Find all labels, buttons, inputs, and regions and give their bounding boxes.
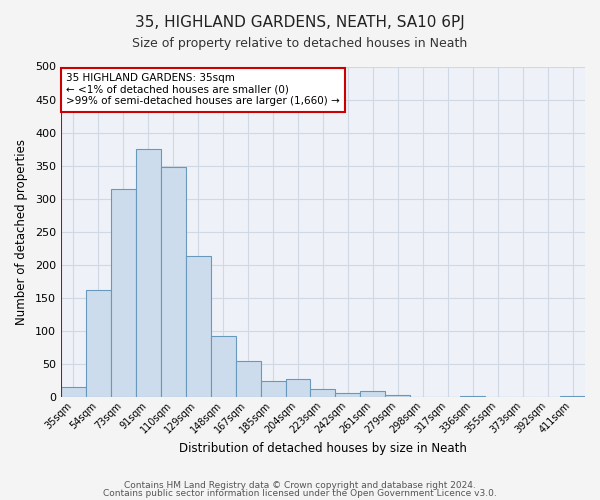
Y-axis label: Number of detached properties: Number of detached properties (15, 139, 28, 325)
Bar (410, 396, 435, 398)
Bar (335, 392, 361, 398)
Bar (111, 189, 136, 398)
Bar (385, 396, 410, 398)
Text: Size of property relative to detached houses in Neath: Size of property relative to detached ho… (133, 38, 467, 51)
Text: Contains HM Land Registry data © Crown copyright and database right 2024.: Contains HM Land Registry data © Crown c… (124, 480, 476, 490)
Bar (460, 396, 485, 398)
Bar (485, 396, 510, 398)
Bar (361, 390, 385, 398)
Bar (211, 336, 236, 398)
Bar (161, 167, 186, 398)
Bar (136, 149, 161, 398)
Bar (310, 389, 335, 398)
Bar (236, 361, 260, 398)
Bar (560, 396, 585, 398)
Text: 35, HIGHLAND GARDENS, NEATH, SA10 6PJ: 35, HIGHLAND GARDENS, NEATH, SA10 6PJ (135, 15, 465, 30)
Text: Contains public sector information licensed under the Open Government Licence v3: Contains public sector information licen… (103, 489, 497, 498)
Text: 35 HIGHLAND GARDENS: 35sqm
← <1% of detached houses are smaller (0)
>99% of semi: 35 HIGHLAND GARDENS: 35sqm ← <1% of deta… (66, 73, 340, 106)
Bar (86, 290, 111, 398)
Bar (260, 381, 286, 398)
X-axis label: Distribution of detached houses by size in Neath: Distribution of detached houses by size … (179, 442, 467, 455)
Bar (61, 388, 86, 398)
Bar (186, 256, 211, 398)
Bar (286, 379, 310, 398)
